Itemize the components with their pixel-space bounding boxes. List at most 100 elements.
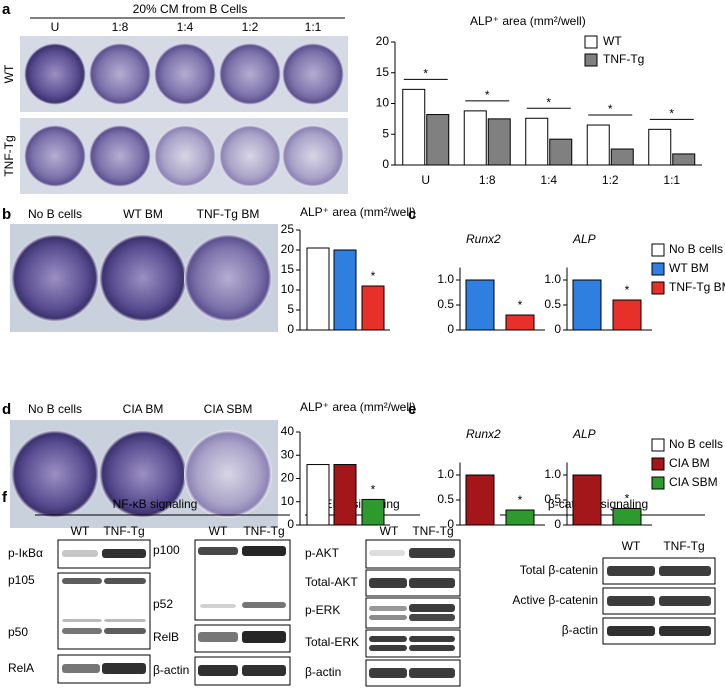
blot-band xyxy=(659,596,711,606)
bar xyxy=(572,474,602,526)
legend-label: No B cells xyxy=(669,242,723,256)
blot-band xyxy=(242,602,286,608)
bar xyxy=(361,498,385,526)
well-label: WT BM xyxy=(123,207,163,221)
blot-band xyxy=(409,668,455,678)
panel-letter: d xyxy=(2,401,11,418)
blot-band xyxy=(104,619,146,622)
blot-band xyxy=(200,604,236,608)
blot-band xyxy=(242,546,286,556)
x-tick-label: 1:2 xyxy=(602,173,619,187)
bar xyxy=(306,464,330,526)
y-tick-label: 1.0 xyxy=(437,272,454,286)
blot-frame xyxy=(365,629,461,658)
legend-label: TNF-Tg BM xyxy=(669,280,725,294)
panel-letter: c xyxy=(408,206,416,223)
bar xyxy=(672,153,696,166)
significance-mark: * xyxy=(625,283,630,297)
bar xyxy=(333,464,357,526)
panel-letter: e xyxy=(408,401,416,418)
legend-label: TNF-Tg xyxy=(603,52,644,66)
blot-band xyxy=(409,636,455,642)
blot-band xyxy=(409,614,455,621)
y-tick-label: 15 xyxy=(281,262,295,276)
legend-label: WT BM xyxy=(669,261,709,275)
legend-swatch xyxy=(651,243,665,257)
x-tick-label: 1:1 xyxy=(663,173,680,187)
y-tick-label: 40 xyxy=(281,424,295,438)
row-label: WT xyxy=(2,64,16,83)
chart-title: ALP xyxy=(572,232,596,246)
lane-label: WT xyxy=(209,524,228,538)
protein-label: Total-AKT xyxy=(305,575,358,589)
chart-title: Runx2 xyxy=(466,427,501,441)
chart-title: ALP⁺ area (mm²/well) xyxy=(470,14,586,28)
bar xyxy=(465,474,495,526)
blot-band xyxy=(659,566,711,576)
panel-letter: a xyxy=(2,1,11,18)
blot-band xyxy=(198,665,238,676)
blot-band xyxy=(607,566,655,576)
bar xyxy=(402,88,426,166)
legend-swatch xyxy=(651,476,665,490)
protein-label: RelB xyxy=(153,630,179,644)
lane-label: TNF-Tg xyxy=(103,524,144,538)
protein-label: p52 xyxy=(153,597,173,611)
bar xyxy=(361,285,385,331)
protein-label: Total-ERK xyxy=(305,635,359,649)
column-label: 1:8 xyxy=(112,20,129,34)
blot-group-title: NF-κB signaling xyxy=(113,497,198,511)
lane-label: WT xyxy=(380,524,399,538)
protein-label: p100 xyxy=(153,543,180,557)
blot-band xyxy=(369,615,407,620)
significance-mark: * xyxy=(546,95,551,109)
bar xyxy=(572,279,602,331)
panel-letter: f xyxy=(2,489,8,506)
y-tick-label: 0.5 xyxy=(544,492,561,506)
legend-label: No B cells xyxy=(669,437,723,451)
blot-band xyxy=(607,596,655,606)
protein-label: p-AKT xyxy=(305,546,340,560)
protein-label: p105 xyxy=(8,573,35,587)
legend-swatch xyxy=(651,262,665,276)
significance-mark: * xyxy=(485,88,490,102)
significance-mark: * xyxy=(518,298,523,312)
blot-band xyxy=(409,604,455,612)
y-tick-label: 0 xyxy=(287,517,294,531)
y-tick-label: 20 xyxy=(281,471,295,485)
blot-band xyxy=(104,628,146,634)
blot-band xyxy=(62,664,100,673)
protein-label: RelA xyxy=(8,661,34,675)
bar xyxy=(426,114,450,166)
blot-band xyxy=(102,549,146,558)
protein-label: p50 xyxy=(8,625,28,639)
lane-label: WT xyxy=(71,524,90,538)
y-tick-label: 0 xyxy=(447,517,454,531)
blot-band xyxy=(409,578,455,588)
significance-mark: * xyxy=(518,493,523,507)
blot-band xyxy=(659,626,711,636)
y-tick-label: 0 xyxy=(447,322,454,336)
blot-band xyxy=(104,578,146,584)
lane-label: TNF-Tg xyxy=(663,539,704,553)
blot-frame xyxy=(57,572,151,650)
western-blots xyxy=(57,539,716,687)
lane-label: WT xyxy=(622,539,641,553)
y-tick-label: 30 xyxy=(281,447,295,461)
y-tick-label: 0.5 xyxy=(437,492,454,506)
y-tick-label: 0 xyxy=(554,517,561,531)
legend-swatch xyxy=(584,35,598,49)
blot-band xyxy=(369,578,407,588)
y-tick-label: 1.0 xyxy=(544,467,561,481)
bar xyxy=(525,117,549,166)
legend-label: CIA BM xyxy=(669,456,710,470)
blot-band xyxy=(369,550,405,556)
lane-label: TNF-Tg xyxy=(412,524,453,538)
blot-band xyxy=(409,548,455,558)
y-tick-label: 0 xyxy=(287,322,294,336)
y-tick-label: 20 xyxy=(376,34,390,48)
significance-mark: * xyxy=(371,483,376,497)
plate-photo xyxy=(10,420,278,528)
bar xyxy=(505,314,535,331)
